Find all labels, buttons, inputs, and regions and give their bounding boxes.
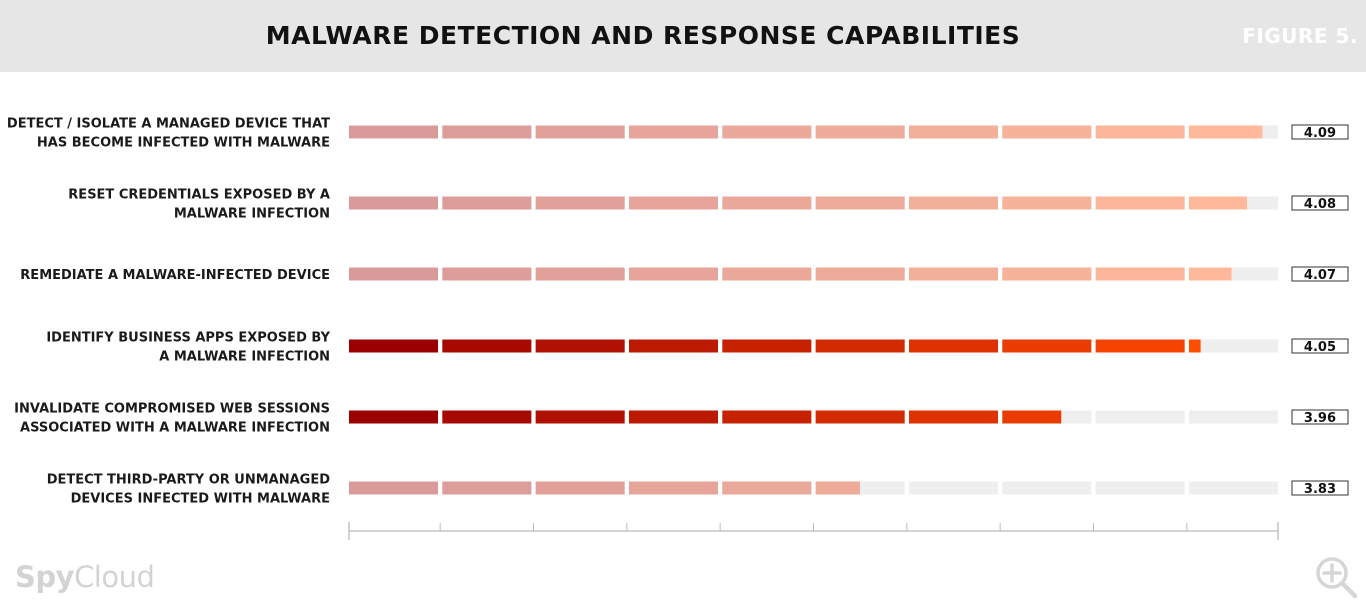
value-label-2: 4.08 <box>1304 197 1336 212</box>
bar-fill-segment-4-1 <box>349 339 439 353</box>
bar-fill-segment-4-2 <box>442 339 532 353</box>
bar-fill-segment-2-9 <box>1095 196 1185 210</box>
category-label-1-line-1: DETECT / ISOLATE A MANAGED DEVICE THAT <box>7 117 330 132</box>
bar-fill-segment-6-4 <box>628 481 719 495</box>
bar-fill-segment-1-5 <box>722 125 812 139</box>
bar-fill-segment-4-10 <box>1188 339 1201 353</box>
figure-label: FIGURE 5. <box>1242 24 1358 48</box>
bar-fill-segment-1-9 <box>1095 125 1185 139</box>
bar-fill-segment-3-4 <box>628 267 719 281</box>
bar-fill-segment-5-4 <box>628 410 719 424</box>
bar-fill-segment-2-10 <box>1188 196 1248 210</box>
bar-fill-segment-3-8 <box>1002 267 1092 281</box>
bar-fill-segment-6-3 <box>535 481 625 495</box>
header-bar: MALWARE DETECTION AND RESPONSE CAPABILIT… <box>0 0 1366 72</box>
bar-fill-segment-5-1 <box>349 410 439 424</box>
bar-fill-segment-2-3 <box>535 196 625 210</box>
zoom-in-icon <box>1316 557 1358 599</box>
bar-track-segment-6-8 <box>1002 481 1092 495</box>
bar-fill-segment-4-4 <box>628 339 719 353</box>
category-label-2-line-1: RESET CREDENTIALS EXPOSED BY A <box>68 188 330 203</box>
bar-fill-segment-6-6 <box>815 481 860 495</box>
bar-fill-segment-2-5 <box>722 196 812 210</box>
bar-fill-segment-3-2 <box>442 267 532 281</box>
value-label-1: 4.09 <box>1304 126 1336 141</box>
category-label-5-line-1: INVALIDATE COMPROMISED WEB SESSIONS <box>14 402 330 417</box>
chart-title: MALWARE DETECTION AND RESPONSE CAPABILIT… <box>265 21 1021 50</box>
bar-fill-segment-5-8 <box>1002 410 1062 424</box>
bar-fill-segment-6-5 <box>722 481 812 495</box>
category-label-2-line-2: MALWARE INFECTION <box>174 207 330 222</box>
value-label-6: 3.83 <box>1304 482 1336 497</box>
value-label-4: 4.05 <box>1304 340 1336 355</box>
bar-fill-segment-1-4 <box>628 125 719 139</box>
bar-fill-segment-2-1 <box>349 196 439 210</box>
bar-fill-segment-2-6 <box>815 196 905 210</box>
bar-fill-segment-1-8 <box>1002 125 1092 139</box>
bar-fill-segment-5-5 <box>722 410 812 424</box>
bar-fill-segment-3-9 <box>1095 267 1185 281</box>
bar-fill-segment-1-1 <box>349 125 439 139</box>
bar-fill-segment-3-5 <box>722 267 812 281</box>
value-label-3: 4.07 <box>1304 268 1336 283</box>
bar-fill-segment-2-4 <box>628 196 719 210</box>
bar-fill-segment-2-7 <box>908 196 999 210</box>
bar-track-segment-6-7 <box>908 481 999 495</box>
bar-fill-segment-2-2 <box>442 196 532 210</box>
bar-fill-segment-6-1 <box>349 481 439 495</box>
brand-logo-part-2: Cloud <box>74 560 155 594</box>
value-box-6 <box>1291 480 1349 496</box>
bar-fill-segment-3-1 <box>349 267 439 281</box>
bar-fill-segment-1-7 <box>908 125 999 139</box>
bar-fill-segment-4-5 <box>722 339 812 353</box>
category-label-4-line-1: IDENTIFY BUSINESS APPS EXPOSED BY <box>46 331 330 346</box>
bar-fill-segment-4-6 <box>815 339 905 353</box>
category-label-6-line-1: DETECT THIRD-PARTY OR UNMANAGED <box>47 473 331 488</box>
bar-fill-segment-4-9 <box>1095 339 1185 353</box>
bar-fill-segment-4-3 <box>535 339 625 353</box>
bar-track-segment-6-9 <box>1095 481 1185 495</box>
zoom-in-button[interactable] <box>1312 553 1360 601</box>
bar-fill-segment-5-6 <box>815 410 905 424</box>
value-box-5 <box>1291 409 1349 425</box>
bar-fill-segment-1-10 <box>1188 125 1263 139</box>
bar-track-segment-5-9 <box>1095 410 1185 424</box>
value-box-4 <box>1291 338 1349 354</box>
bar-fill-segment-3-6 <box>815 267 905 281</box>
bar-track-segment-5-10 <box>1188 410 1278 424</box>
bar-fill-segment-3-7 <box>908 267 999 281</box>
bar-fill-segment-5-2 <box>442 410 532 424</box>
bar-fill-segment-5-3 <box>535 410 625 424</box>
bar-fill-segment-5-7 <box>908 410 999 424</box>
bar-fill-segment-4-7 <box>908 339 999 353</box>
brand-logo-part-1: Spy <box>15 560 75 594</box>
value-box-1 <box>1291 124 1349 140</box>
category-label-4-line-2: A MALWARE INFECTION <box>159 350 330 365</box>
category-label-1-line-2: HAS BECOME INFECTED WITH MALWARE <box>37 136 330 151</box>
bar-fill-segment-3-10 <box>1188 267 1232 281</box>
value-box-2 <box>1291 195 1349 211</box>
category-label-5-line-2: ASSOCIATED WITH A MALWARE INFECTION <box>20 421 330 436</box>
bar-fill-segment-3-3 <box>535 267 625 281</box>
category-label-3-line-1: REMEDIATE A MALWARE-INFECTED DEVICE <box>20 268 330 283</box>
value-label-5: 3.96 <box>1304 411 1336 426</box>
bar-track-segment-4-10 <box>1188 339 1278 353</box>
value-box-3 <box>1291 266 1349 282</box>
brand-logo: SpyCloud <box>15 560 155 594</box>
bar-track-segment-6-10 <box>1188 481 1278 495</box>
bar-fill-segment-1-2 <box>442 125 532 139</box>
bar-fill-segment-6-2 <box>442 481 532 495</box>
bar-fill-segment-1-3 <box>535 125 625 139</box>
bar-fill-segment-1-6 <box>815 125 905 139</box>
bar-fill-segment-4-8 <box>1002 339 1092 353</box>
category-label-6-line-2: DEVICES INFECTED WITH MALWARE <box>71 492 330 507</box>
bar-fill-segment-2-8 <box>1002 196 1092 210</box>
